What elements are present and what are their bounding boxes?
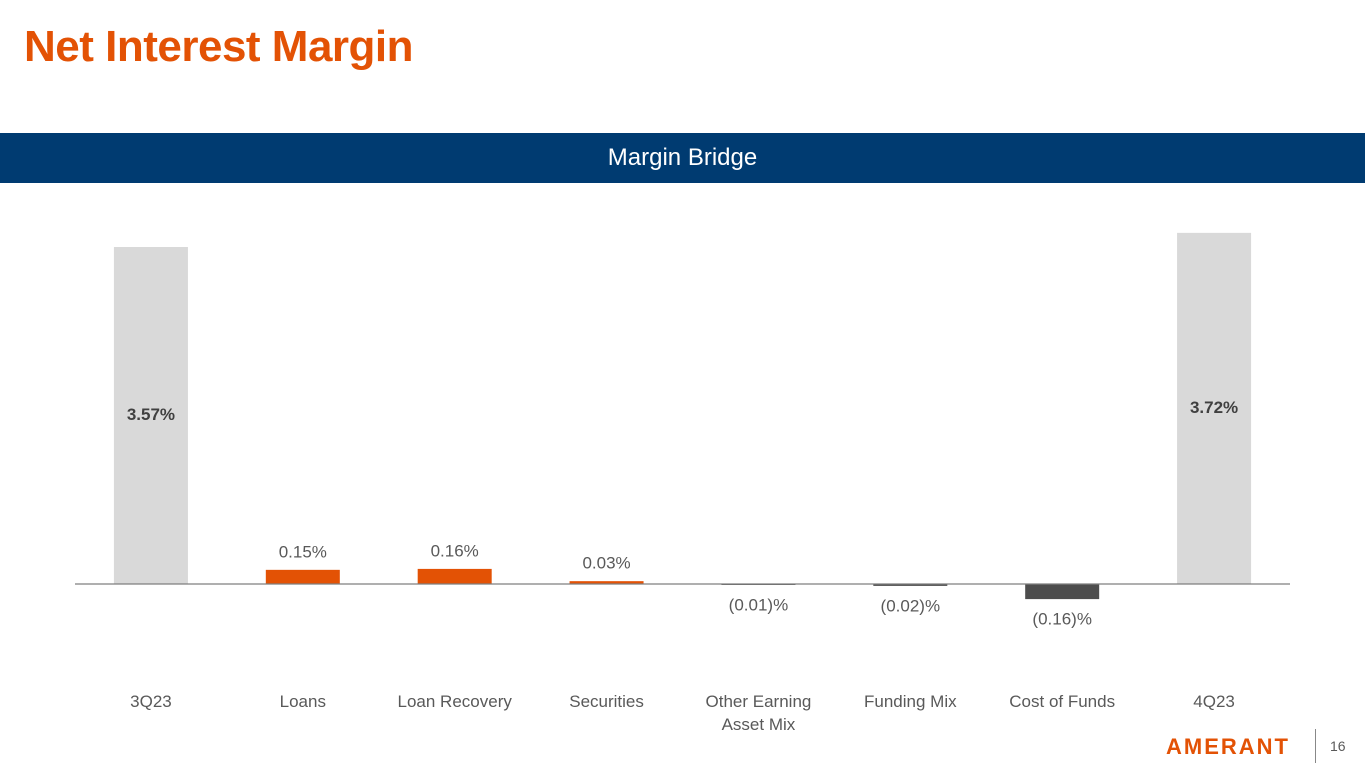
separator xyxy=(1315,729,1316,763)
x-tick-label: Securities xyxy=(569,692,644,711)
bar xyxy=(1025,584,1100,600)
value-label: 0.15% xyxy=(279,542,327,561)
logo: AMERANT xyxy=(1166,734,1290,759)
value-label: (0.16)% xyxy=(1032,610,1092,629)
x-tick-label: Funding Mix xyxy=(864,692,957,711)
bar xyxy=(113,247,188,585)
value-label: 3.72% xyxy=(1190,398,1238,417)
value-label: 3.57% xyxy=(127,405,175,424)
x-tick-label: Other Earning Asset Mix xyxy=(705,692,812,734)
value-label: 0.03% xyxy=(582,554,630,573)
x-tick-label: Loan Recovery xyxy=(397,692,512,711)
x-tick-label: 3Q23 xyxy=(130,692,172,711)
value-label: (0.01)% xyxy=(729,595,789,614)
bar xyxy=(417,568,492,585)
slide-title: Net Interest Margin xyxy=(24,22,414,71)
value-label: (0.02)% xyxy=(881,596,941,615)
bar xyxy=(1177,232,1252,585)
bar xyxy=(265,569,340,585)
bar xyxy=(569,581,644,585)
x-tick-label: Loans xyxy=(279,692,326,711)
bar xyxy=(873,584,948,586)
x-tick-label: Cost of Funds xyxy=(1009,692,1116,711)
x-tick-label: 4Q23 xyxy=(1193,692,1235,711)
page-number: 16 xyxy=(1330,738,1346,754)
value-label: 0.16% xyxy=(431,541,479,560)
chart-title: Margin Bridge xyxy=(0,133,1365,183)
